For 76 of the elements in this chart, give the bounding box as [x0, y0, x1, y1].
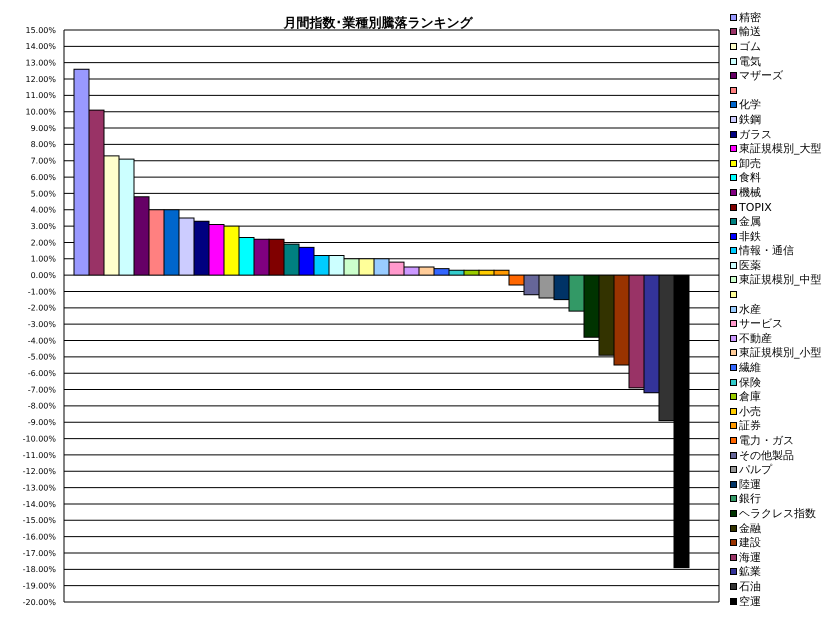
legend-label: 鉄鋼 [739, 112, 761, 127]
chart-title: 月間指数･業種別騰落ランキング [282, 15, 474, 32]
legend-label: 不動産 [739, 330, 772, 346]
legend-label: 東証規模別_中型 [739, 272, 822, 288]
legend-label: ヘラクレス指数 [739, 506, 816, 521]
legend-label: 東証規模別_小型 [739, 345, 822, 360]
legend-label: 金融 [739, 520, 761, 536]
y-tick-label: -5.00% [28, 352, 56, 362]
legend-label: 金属 [739, 214, 761, 230]
legend-label: 非鉄 [739, 228, 761, 244]
y-tick-label: -17.00% [22, 548, 56, 558]
y-tick-label: -7.00% [28, 385, 56, 394]
legend-label: 海運 [739, 550, 761, 565]
y-tick-label: -14.00% [22, 500, 56, 509]
y-tick-label: -20.00% [22, 598, 56, 607]
y-tick-label: 5.00% [30, 189, 56, 198]
y-tick-label: 2.00% [30, 238, 56, 248]
y-tick-label: -19.00% [22, 581, 56, 590]
y-tick-label: -18.00% [22, 565, 56, 574]
legend-label: 機械 [739, 184, 761, 200]
y-tick-label: 14.00% [25, 42, 56, 52]
legend-label: 化学 [739, 97, 761, 112]
y-tick-label: 12.00% [25, 74, 56, 84]
y-tick-label: 0.00% [30, 270, 56, 280]
legend-label: 空運 [739, 594, 761, 609]
legend-label: ガラス [739, 126, 772, 142]
y-tick-label: -12.00% [22, 467, 56, 476]
legend-label: 情報・通信 [739, 243, 794, 258]
y-tick-label: -6.00% [28, 369, 56, 378]
y-tick-label: -9.00% [28, 418, 56, 428]
legend-label: サービス [739, 316, 783, 332]
y-tick-label: -11.00% [22, 450, 56, 460]
legend-label: 繊維 [739, 360, 761, 376]
y-tick-label: 7.00% [30, 156, 56, 166]
y-tick-label: -13.00% [22, 483, 56, 492]
y-tick-label: 10.00% [25, 108, 56, 117]
y-tick-label: 9.00% [30, 124, 56, 133]
legend-label: 東証規模別_大型 [739, 141, 822, 156]
legend-label: ゴム [739, 38, 761, 54]
y-tick-label: -8.00% [28, 402, 56, 411]
legend-label: 食料 [739, 170, 761, 186]
legend-label: 鉱業 [739, 564, 761, 580]
legend-label: 医薬 [739, 258, 761, 273]
legend-label: 精密 [739, 10, 761, 25]
legend-label: マザーズ [739, 68, 783, 84]
y-tick-label: 6.00% [30, 172, 56, 182]
legend-label: 電力・ガス [739, 433, 794, 448]
y-tick-label: -10.00% [22, 434, 56, 444]
legend-label: その他製品 [739, 448, 794, 463]
legend-label: 卸売 [739, 156, 761, 171]
legend-label: 水産 [739, 302, 761, 317]
legend-label: 銀行 [739, 491, 761, 506]
y-tick-label: -15.00% [22, 516, 56, 526]
y-tick-label: -1.00% [28, 287, 56, 296]
legend-label: パルプ [739, 462, 772, 478]
legend-label: 倉庫 [739, 389, 761, 404]
legend-label: 陸運 [739, 476, 761, 492]
legend-label: 保険 [739, 374, 761, 390]
y-tick-label: -3.00% [28, 320, 56, 330]
legend-label: 輸送 [739, 24, 761, 40]
y-tick-label: -16.00% [22, 532, 56, 542]
legend-label: 石油 [739, 578, 761, 594]
y-tick-label: 13.00% [25, 58, 56, 68]
legend-label: 小売 [739, 404, 761, 419]
y-tick-label: 4.00% [30, 206, 56, 215]
y-tick-label: 8.00% [30, 140, 56, 150]
legend-label: 建設 [739, 535, 761, 550]
y-tick-label: 1.00% [30, 254, 56, 264]
y-tick-label: 3.00% [30, 222, 56, 231]
y-tick-label: 11.00% [25, 91, 56, 100]
y-tick-label: 15.00% [25, 26, 56, 35]
legend-label: 証券 [739, 418, 761, 434]
legend-label: 電気 [739, 54, 761, 69]
legend-label: TOPIX [739, 200, 772, 215]
y-tick-label: -2.00% [28, 304, 56, 313]
y-tick-label: -4.00% [28, 336, 56, 346]
